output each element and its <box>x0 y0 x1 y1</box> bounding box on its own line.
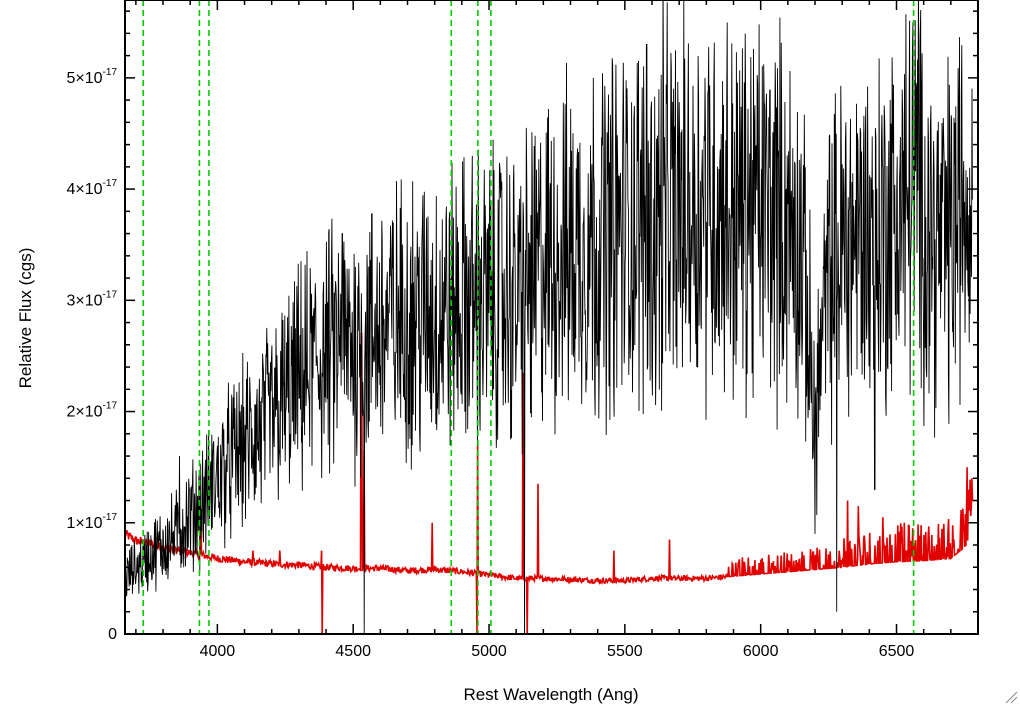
x-tick-label: 5500 <box>607 643 643 660</box>
green-vline-layer <box>142 0 915 634</box>
x-tick-label: 4500 <box>335 643 371 660</box>
plot-frame <box>124 0 979 635</box>
x-axis-title: Rest Wavelength (Ang) <box>463 685 638 704</box>
series-line-2 <box>124 332 974 635</box>
y-tick-label: 2×10-17 <box>67 401 118 421</box>
x-tick-label: 5000 <box>471 643 507 660</box>
y-tick-label: 3×10-17 <box>67 289 118 309</box>
x-tick-label: 4000 <box>200 643 236 660</box>
y-tick-label: 4×10-17 <box>67 178 118 198</box>
resize-grip-icon[interactable] <box>1004 690 1018 704</box>
plot-border <box>124 0 979 635</box>
y-tick-label: 5×10-17 <box>67 67 118 87</box>
series-line-1 <box>124 0 973 635</box>
red-series-layer <box>124 332 974 635</box>
x-tick-label: 6500 <box>879 643 915 660</box>
x-axis-ticks: 4000 4500 5000 5500 6000 6500 <box>135 0 979 660</box>
black-series-layer <box>124 0 973 635</box>
x-tick-label: 6000 <box>743 643 779 660</box>
y-axis-title: Relative Flux (cgs) <box>16 248 35 389</box>
y-tick-label: 0 <box>108 626 117 643</box>
y-tick-label: 1×10-17 <box>67 512 118 532</box>
y-axis-ticks: 0 1×10-17 2×10-17 3×10-17 4×10-17 5×10-17 <box>67 10 978 643</box>
